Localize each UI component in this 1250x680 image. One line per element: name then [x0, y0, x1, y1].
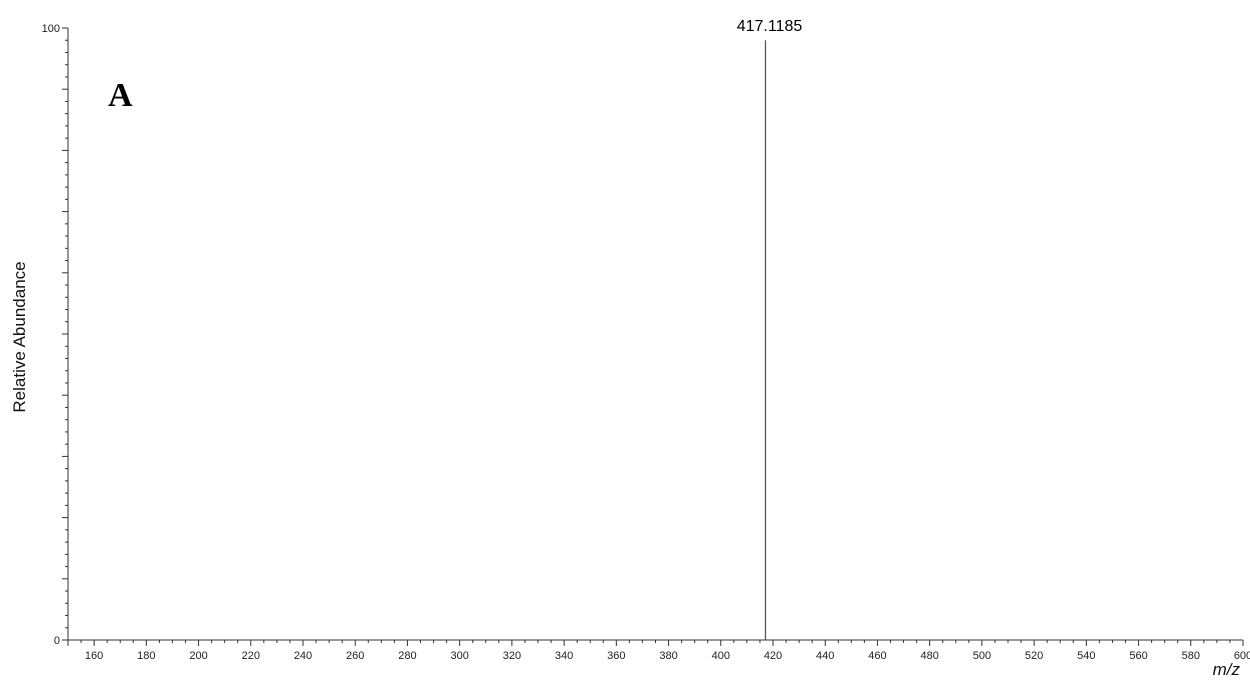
x-tick-label: 380 — [659, 650, 677, 662]
y-axis-title: Relative Abundance — [10, 261, 29, 412]
peaks: 417.1185 — [737, 18, 803, 640]
x-tick-label: 500 — [973, 650, 991, 662]
y-axis: 0 100 — [42, 23, 69, 647]
x-tick-label: 600 — [1234, 650, 1250, 662]
x-tick-label: 520 — [1025, 650, 1043, 662]
x-tick-label: 540 — [1077, 650, 1095, 662]
x-tick-label: 260 — [346, 650, 364, 662]
x-tick-label: 220 — [242, 650, 260, 662]
x-tick-label: 240 — [294, 650, 312, 662]
x-tick-label: 480 — [920, 650, 938, 662]
x-tick-label: 580 — [1182, 650, 1200, 662]
x-tick-label: 320 — [503, 650, 521, 662]
x-tick-label: 440 — [816, 650, 834, 662]
x-tick-label: 360 — [607, 650, 625, 662]
x-tick-label: 300 — [450, 650, 468, 662]
x-tick-label: 280 — [398, 650, 416, 662]
x-tick-label: 200 — [189, 650, 207, 662]
peak-label: 417.1185 — [737, 18, 803, 35]
x-tick-label: 460 — [868, 650, 886, 662]
x-tick-label: 180 — [137, 650, 155, 662]
x-tick-label: 340 — [555, 650, 573, 662]
y-tick-label: 0 — [54, 635, 60, 647]
y-tick-label: 100 — [42, 23, 60, 35]
x-axis: 160 180 200 220 240 260 280 300 320 340 360 380 400 4… — [67, 639, 1250, 662]
x-tick-label: 400 — [712, 650, 730, 662]
x-tick-label: 160 — [85, 650, 103, 662]
x-tick-label: 560 — [1129, 650, 1147, 662]
x-axis-title: m/z — [1213, 660, 1241, 679]
x-tick-label: 420 — [764, 650, 782, 662]
panel-letter: A — [108, 77, 133, 114]
